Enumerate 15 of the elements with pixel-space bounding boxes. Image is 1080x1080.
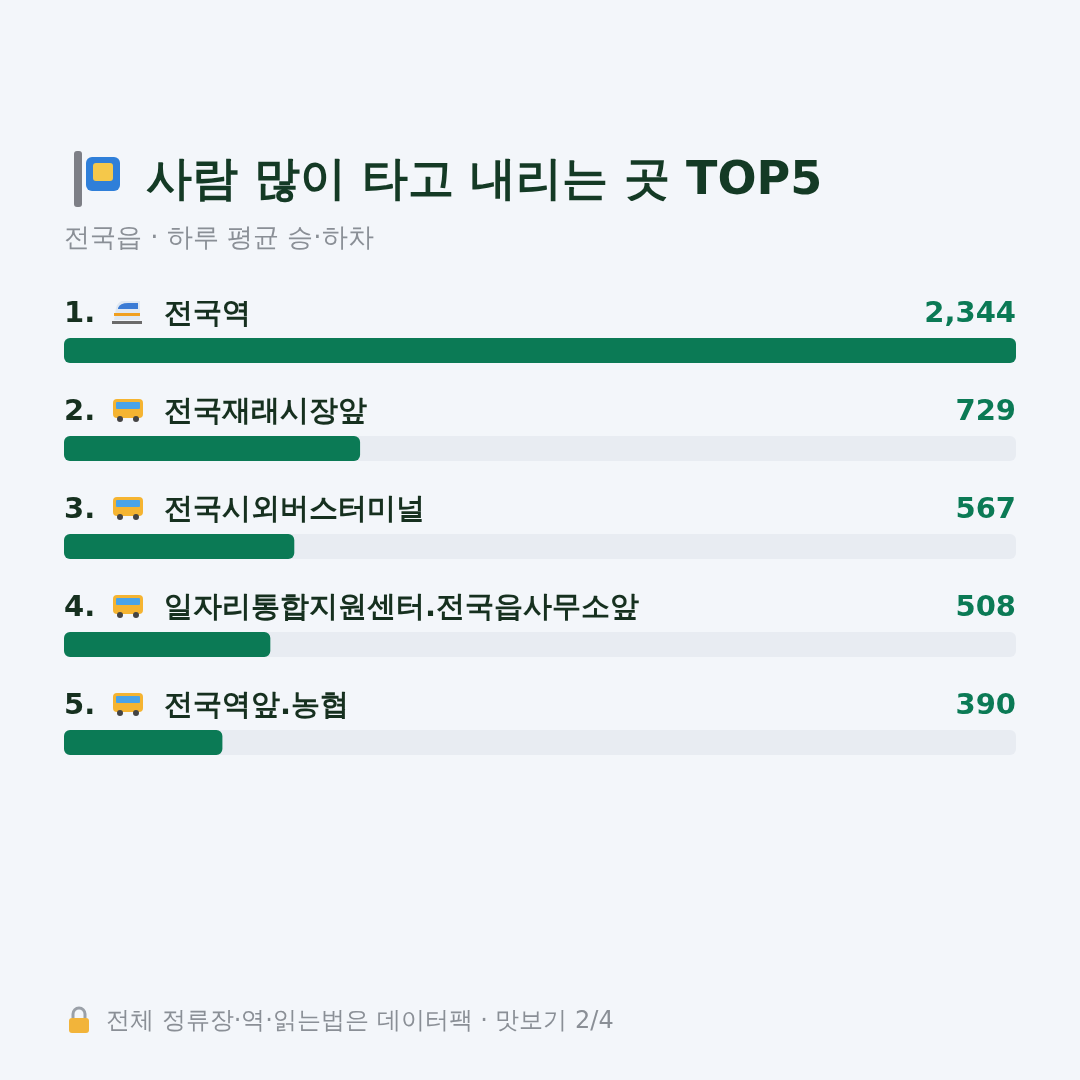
bar — [64, 534, 295, 559]
data-label: 508 — [955, 589, 1016, 623]
chart-subtitle: 전국읍 · 하루 평균 승·하차 — [64, 221, 374, 254]
data-label: 2,344 — [924, 295, 1016, 329]
data-label: 729 — [955, 393, 1016, 427]
category-label: 3. 전국시외버스터미널 — [64, 491, 425, 525]
category-label: 4. 일자리통합지원센터.전국읍사무소앞 — [64, 589, 640, 623]
data-label: 567 — [955, 491, 1016, 525]
bar — [64, 632, 271, 657]
text: 전체 정류장·역·읽는법은 데이터팩 · 맛보기 2/4 — [106, 1005, 614, 1036]
bar — [64, 730, 223, 755]
chart-title: 사람 많이 타고 내리는 곳 TOP5 — [146, 150, 823, 207]
category-label: 5. 전국역앞.농협 — [64, 687, 350, 721]
category-label: 2. 전국재래시장앞 — [64, 393, 367, 427]
data-label: 390 — [955, 687, 1016, 721]
